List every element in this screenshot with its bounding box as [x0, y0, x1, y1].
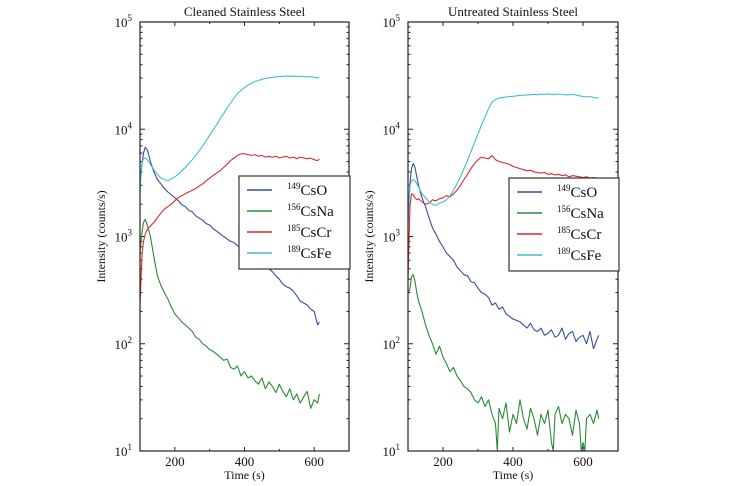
y-tick-label: 102 [383, 335, 401, 352]
series-line-cscr [408, 154, 599, 280]
legend-label: 156CsNa [557, 204, 604, 222]
series-line-cscr [140, 153, 320, 306]
legend-item: 189CsFe [517, 246, 602, 264]
series-line-cso [408, 162, 600, 350]
chart-cleaned-stainless-steel: Cleaned Stainless Steel Time (s) Intensi… [94, 4, 351, 482]
series-line-cso [140, 146, 320, 326]
y-tick-label: 101 [383, 442, 401, 459]
x-tick-label: 400 [503, 454, 523, 469]
legend-label: 149CsO [557, 183, 597, 201]
chart-title: Cleaned Stainless Steel [184, 4, 306, 19]
x-tick-label: 200 [165, 454, 185, 469]
legend-item: 149CsO [247, 181, 327, 199]
series-line-csfe [140, 75, 320, 194]
series-line-csfe [408, 93, 599, 229]
legend-item: 189CsFe [247, 244, 332, 262]
series-lines [140, 75, 320, 409]
y-tick-label: 104 [115, 120, 133, 137]
y-tick-label: 102 [115, 335, 133, 352]
y-tick-label: 103 [115, 228, 133, 245]
y-tick-label: 104 [383, 120, 401, 137]
legend-label: 189CsFe [287, 244, 332, 262]
chart-title: Untreated Stainless Steel [448, 4, 578, 19]
x-tick-label: 200 [433, 454, 453, 469]
x-tick-label: 400 [235, 454, 255, 469]
chart-untreated-stainless-steel: Untreated Stainless Steel Time (s) Inten… [362, 4, 620, 482]
series-line-csna [408, 274, 600, 451]
legend-item: 185CsCr [247, 223, 331, 241]
y-tick-label: 105 [115, 13, 133, 30]
legend: 149CsO 156CsNa 185CsCr 189CsFe [508, 177, 620, 272]
legend-item: 185CsCr [517, 225, 601, 243]
x-tick-label: 600 [573, 454, 593, 469]
legend-label: 185CsCr [557, 225, 601, 243]
legend-label: 156CsNa [287, 202, 334, 220]
x-axis-label: Time (s) [224, 468, 265, 482]
y-axis-label: Intensity (counts/s) [94, 190, 108, 282]
x-tick-label: 600 [304, 454, 324, 469]
legend-label: 149CsO [287, 181, 327, 199]
legend: 149CsO 156CsNa 185CsCr 189CsFe [238, 175, 351, 270]
legend-item: 156CsNa [517, 204, 604, 222]
y-tick-label: 101 [115, 442, 133, 459]
series-lines [408, 93, 600, 451]
y-tick-label: 103 [383, 228, 401, 245]
axis-ticks: 200 400 600 101 102 103 104 105 [115, 13, 350, 469]
y-axis-label: Intensity (counts/s) [362, 190, 376, 282]
legend-item: 149CsO [517, 183, 597, 201]
legend-item: 156CsNa [247, 202, 334, 220]
series-line-csna [140, 218, 320, 409]
legend-label: 189CsFe [557, 246, 602, 264]
legend-label: 185CsCr [287, 223, 331, 241]
x-axis-label: Time (s) [493, 468, 534, 482]
y-tick-label: 105 [383, 13, 401, 30]
